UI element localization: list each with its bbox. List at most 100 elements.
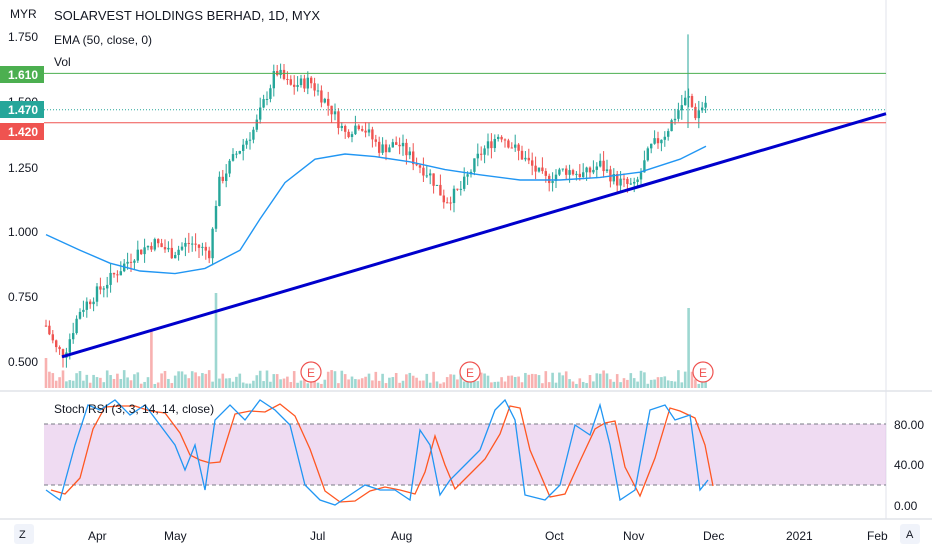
candle-body bbox=[68, 339, 71, 353]
volume-bar bbox=[405, 374, 408, 388]
volume-bar bbox=[700, 381, 704, 388]
candle-body bbox=[78, 311, 82, 319]
candle-body bbox=[364, 130, 367, 133]
ema-legend: EMA (50, close, 0) bbox=[54, 33, 152, 47]
volume-bar bbox=[190, 371, 194, 388]
candle-body bbox=[201, 246, 204, 248]
candle-body bbox=[51, 334, 54, 341]
volume-bar bbox=[245, 383, 248, 388]
candle-body bbox=[510, 147, 513, 149]
candle-body bbox=[422, 167, 425, 176]
candle-body bbox=[306, 77, 309, 89]
volume-bar bbox=[340, 370, 344, 388]
candle-body bbox=[425, 175, 428, 177]
volume-bar bbox=[170, 383, 174, 388]
svg-text:A: A bbox=[906, 529, 914, 541]
volume-bar bbox=[299, 380, 303, 388]
auto-scale-button-left[interactable]: Z bbox=[14, 524, 34, 544]
candle-body bbox=[157, 239, 160, 244]
candle-body bbox=[279, 69, 282, 76]
candle-body bbox=[85, 301, 88, 310]
volume-bar bbox=[44, 358, 48, 388]
volume-bar bbox=[354, 379, 357, 388]
candle-body bbox=[337, 111, 340, 129]
stoch-tick: 0.00 bbox=[894, 499, 918, 513]
volume-bar bbox=[615, 374, 619, 388]
volume-bar bbox=[272, 374, 276, 388]
candle-body bbox=[558, 169, 561, 175]
volume-bar bbox=[326, 371, 330, 388]
volume-bar bbox=[371, 380, 374, 388]
volume-bar bbox=[547, 382, 551, 388]
candle-body bbox=[293, 84, 296, 87]
candle-body bbox=[252, 129, 255, 140]
candle-body bbox=[184, 242, 187, 247]
volume-bar bbox=[578, 378, 582, 388]
candle-body bbox=[143, 247, 146, 255]
volume-bar bbox=[323, 379, 327, 388]
volume-bar bbox=[428, 382, 432, 388]
volume-bar bbox=[275, 374, 279, 388]
volume-bar bbox=[493, 381, 497, 388]
volume-bar bbox=[571, 381, 575, 388]
volume-bar bbox=[704, 381, 707, 388]
candle-body bbox=[333, 111, 337, 115]
candle-body bbox=[388, 147, 391, 153]
volume-bar bbox=[626, 379, 629, 388]
x-tick: May bbox=[164, 529, 187, 543]
candle-body bbox=[435, 184, 439, 186]
candle-body bbox=[561, 168, 564, 170]
svg-text:1.610: 1.610 bbox=[8, 68, 38, 82]
x-tick: Oct bbox=[545, 529, 564, 543]
auto-scale-button-right[interactable]: A bbox=[900, 524, 920, 544]
stoch-tick: 40.00 bbox=[894, 458, 924, 472]
candle-body bbox=[361, 129, 364, 131]
candle-body bbox=[235, 153, 238, 155]
candle-body bbox=[486, 141, 490, 149]
candle-body bbox=[197, 244, 201, 248]
volume-bar bbox=[184, 374, 187, 388]
volume-bar bbox=[286, 376, 289, 388]
volume-bar bbox=[483, 373, 486, 388]
candle-body bbox=[191, 243, 194, 245]
x-tick: Jul bbox=[310, 529, 325, 543]
candle-body bbox=[129, 261, 133, 263]
volume-bar bbox=[82, 380, 85, 388]
volume-bar bbox=[575, 383, 578, 388]
candle-body bbox=[102, 288, 105, 290]
volume-bar bbox=[102, 382, 106, 388]
candle-body bbox=[133, 260, 136, 263]
candle-body bbox=[286, 78, 289, 80]
volume-bar bbox=[88, 382, 92, 388]
candle-body bbox=[490, 141, 493, 149]
volume-bar bbox=[68, 380, 72, 388]
candle-body bbox=[405, 142, 408, 156]
candle-body bbox=[541, 167, 544, 172]
candle-body bbox=[442, 195, 445, 203]
earnings-marker-0[interactable] bbox=[300, 361, 322, 383]
volume-bar bbox=[500, 377, 503, 388]
y-axis: 1.750 1.500 1.250 1.000 0.750 0.500 bbox=[8, 30, 38, 369]
earnings-marker-2[interactable] bbox=[692, 361, 714, 383]
volume-bar bbox=[663, 376, 667, 388]
candle-body bbox=[667, 131, 670, 137]
candle-body bbox=[313, 83, 316, 91]
volume-bar bbox=[306, 383, 310, 388]
volume-bar bbox=[177, 371, 180, 388]
earnings-marker-1[interactable] bbox=[459, 361, 481, 383]
volume-bar bbox=[439, 383, 442, 388]
candle-body bbox=[643, 160, 646, 173]
candle-body bbox=[180, 246, 184, 250]
candle-body bbox=[476, 153, 479, 159]
trendline bbox=[61, 112, 887, 359]
candle-body bbox=[531, 160, 534, 166]
candle-body bbox=[214, 205, 218, 229]
candle-body bbox=[72, 333, 75, 340]
candle-body bbox=[255, 119, 258, 130]
candle-body bbox=[371, 129, 374, 140]
volume-bar bbox=[537, 375, 541, 388]
candle-body bbox=[687, 96, 690, 98]
volume-bar bbox=[388, 377, 391, 388]
volume-bar bbox=[136, 372, 140, 388]
candle-body bbox=[221, 176, 224, 181]
